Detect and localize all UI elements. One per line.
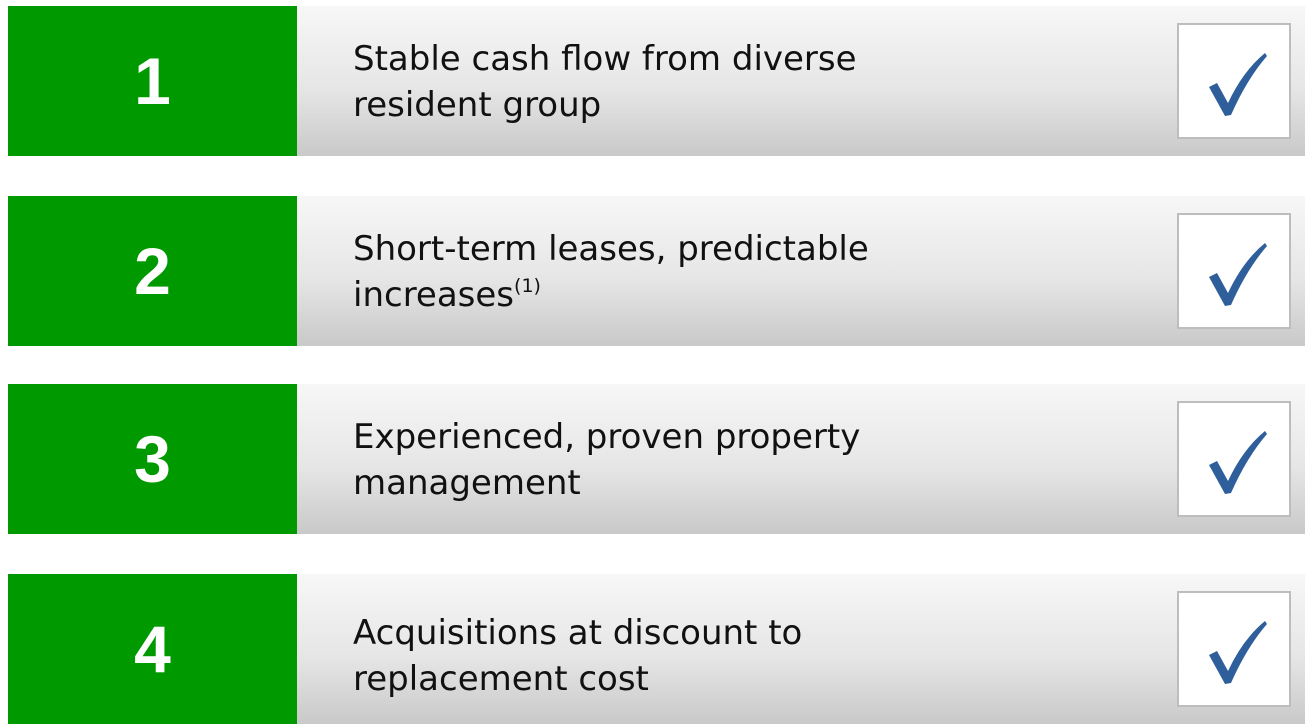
text-line: resident group [353, 85, 602, 125]
item-number: 3 [8, 384, 297, 534]
text-line: management [353, 463, 581, 503]
text-line: replacement cost [353, 659, 649, 699]
item-text: Stable cash flow from diverse resident g… [353, 36, 857, 128]
text-line: Short-term leases, predictable [353, 229, 869, 269]
item-row: 3 Experienced, proven property managemen… [8, 384, 1305, 534]
text-line: Stable cash flow from diverse [353, 39, 857, 79]
item-bar: Short-term leases, predictable increases… [297, 196, 1305, 346]
item-number: 2 [8, 196, 297, 346]
item-text: Short-term leases, predictable increases… [353, 226, 869, 318]
item-row: 1 Stable cash flow from diverse resident… [8, 6, 1305, 156]
check-icon [1177, 401, 1291, 517]
item-row: 4 Acquisitions at discount to replacemen… [8, 574, 1305, 724]
item-text: Experienced, proven property management [353, 414, 860, 506]
check-icon [1177, 591, 1291, 707]
item-text: Acquisitions at discount to replacement … [353, 610, 802, 702]
text-line: increases(1) [353, 272, 869, 318]
item-number: 4 [8, 574, 297, 724]
check-icon [1177, 213, 1291, 329]
text-line: Acquisitions at discount to [353, 613, 803, 653]
check-icon [1177, 23, 1291, 139]
item-row: 2 Short-term leases, predictable increas… [8, 196, 1305, 346]
text-line: Experienced, proven property [353, 417, 861, 457]
item-bar: Experienced, proven property management [297, 384, 1305, 534]
item-bar: Acquisitions at discount to replacement … [297, 574, 1305, 724]
footnote: (1) [514, 275, 541, 297]
item-bar: Stable cash flow from diverse resident g… [297, 6, 1305, 156]
text-line: increases [353, 275, 515, 315]
item-number: 1 [8, 6, 297, 156]
